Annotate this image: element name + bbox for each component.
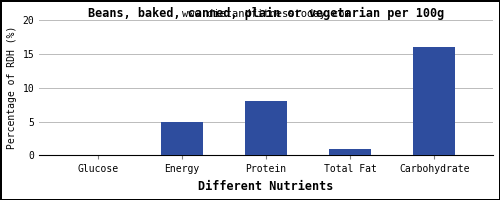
Bar: [413, 47, 455, 155]
Bar: [245, 101, 287, 155]
Text: www.dietandfitnesstoday.com: www.dietandfitnesstoday.com: [182, 9, 350, 19]
Bar: [329, 149, 371, 155]
X-axis label: Different Nutrients: Different Nutrients: [198, 180, 334, 193]
Bar: [161, 122, 203, 155]
Y-axis label: Percentage of RDH (%): Percentage of RDH (%): [7, 26, 17, 149]
Title: Beans, baked, canned, plain or vegetarian per 100g: Beans, baked, canned, plain or vegetaria…: [88, 7, 444, 20]
